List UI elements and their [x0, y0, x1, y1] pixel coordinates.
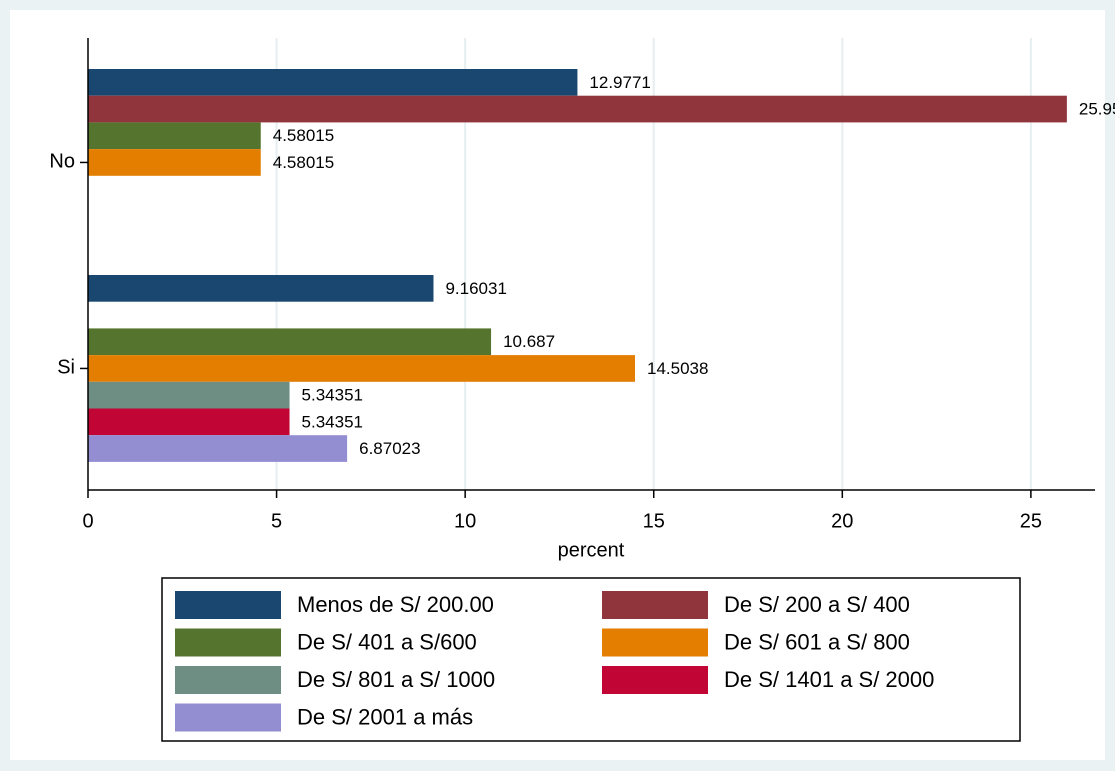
legend-swatch — [602, 591, 708, 619]
overlay: 0 5 10 15 20 25 No 12.9771 25.9542 4.58015 4.58015… — [49, 73, 1115, 732]
bar — [88, 275, 434, 302]
bar — [88, 122, 261, 150]
value-label: 10.687 — [503, 332, 555, 351]
value-label: 25.9542 — [1079, 100, 1115, 119]
legend-label: Menos de S/ 200.00 — [297, 592, 494, 617]
value-label: 9.16031 — [445, 279, 506, 298]
x-tick-label: 25 — [1020, 510, 1042, 532]
value-label: 6.87023 — [359, 439, 420, 458]
value-label: 12.9771 — [589, 73, 650, 92]
bar — [88, 408, 290, 436]
x-tick-label: 10 — [454, 510, 476, 532]
y-tick-label: Si — [57, 357, 75, 379]
legend-label: De S/ 801 a S/ 1000 — [297, 667, 495, 692]
x-tick-label: 15 — [643, 510, 665, 532]
bar — [88, 355, 636, 382]
legend-label: De S/ 1401 a S/ 2000 — [724, 667, 934, 692]
legend-label: De S/ 2001 a más — [297, 704, 473, 729]
x-axis-label: percent — [558, 539, 625, 561]
value-label: 4.58015 — [273, 153, 334, 172]
value-label: 5.34351 — [302, 412, 363, 431]
legend — [161, 577, 1021, 742]
legend-swatch — [175, 591, 281, 619]
value-label: 4.58015 — [273, 126, 334, 145]
bar — [88, 435, 348, 462]
x-tick-label: 5 — [271, 510, 282, 532]
x-tick-label: 0 — [82, 510, 93, 532]
bars — [88, 69, 1067, 462]
bar — [88, 95, 1067, 123]
legend-swatch — [175, 628, 281, 657]
legend-swatch — [175, 666, 281, 694]
bar — [88, 328, 492, 356]
bar — [88, 69, 578, 96]
legend-swatch — [602, 628, 708, 657]
legend-label: De S/ 401 a S/600 — [297, 629, 477, 654]
legend-label: De S/ 601 a S/ 800 — [724, 629, 910, 654]
bar — [88, 381, 290, 409]
bar — [88, 149, 261, 176]
value-label: 14.5038 — [647, 359, 708, 378]
legend-label: De S/ 200 a S/ 400 — [724, 592, 910, 617]
value-label: 5.34351 — [302, 386, 363, 405]
legend-swatch — [602, 666, 708, 694]
legend-swatch — [175, 703, 281, 732]
y-tick-label: No — [49, 151, 75, 173]
x-tick-label: 20 — [831, 510, 853, 532]
